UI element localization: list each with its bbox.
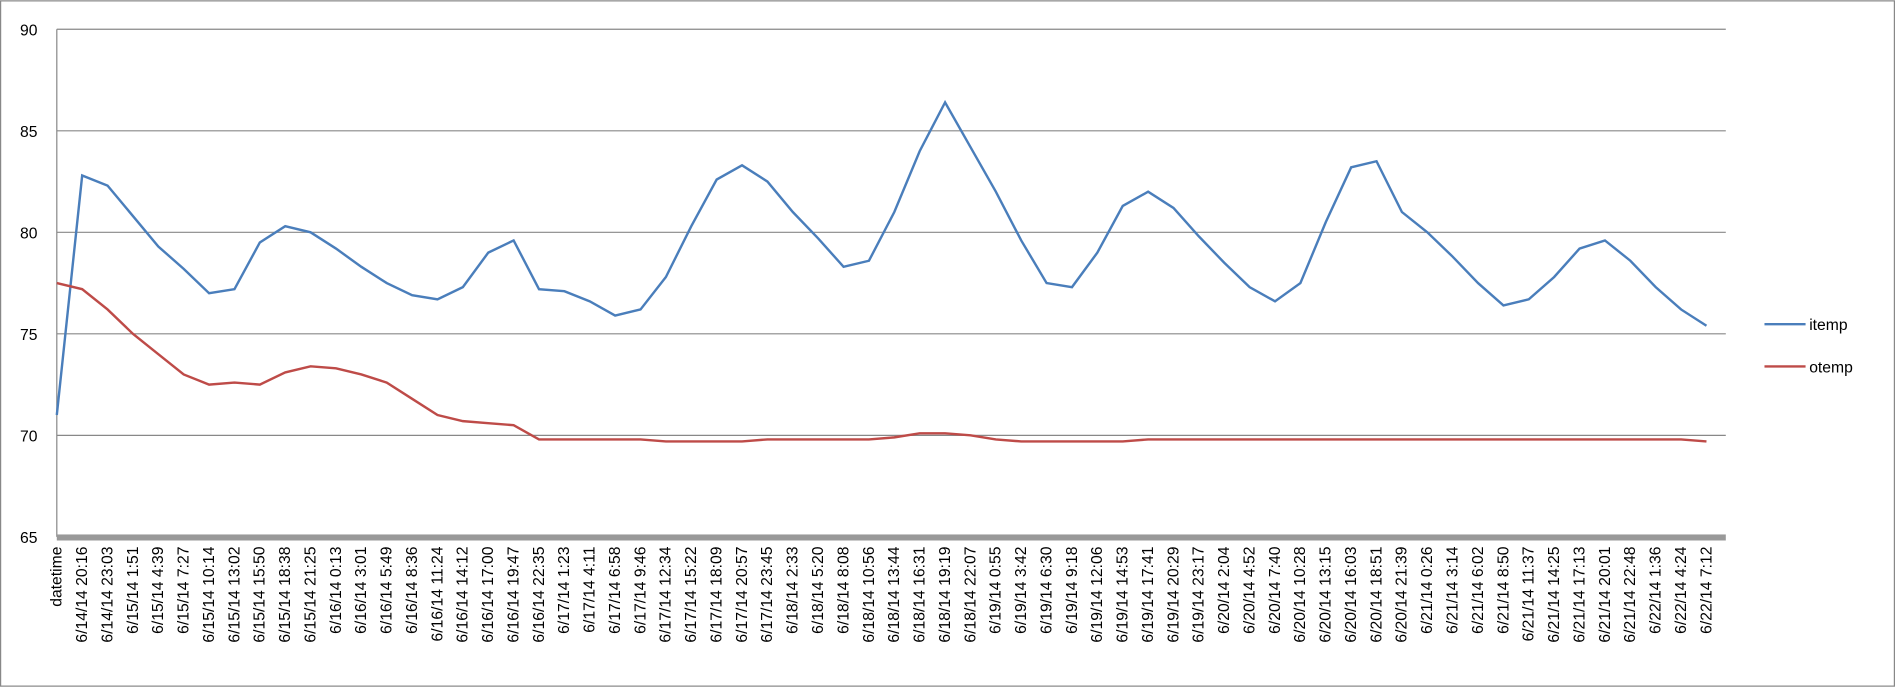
x-tick-label: 6/18/14 5:20 (810, 546, 827, 634)
x-tick-label: 6/15/14 13:02 (226, 547, 243, 643)
x-tick-label: 6/17/14 12:34 (658, 546, 675, 642)
x-tick-label: 6/15/14 15:50 (252, 546, 269, 642)
series-line (56, 281, 1707, 443)
x-tick-label: 6/20/14 4:52 (1241, 547, 1258, 634)
y-tick-label: 80 (20, 225, 38, 242)
x-tick-label: 6/21/14 14:25 (1546, 546, 1563, 642)
x-tick-label: 6/16/14 11:24 (429, 546, 446, 641)
x-tick-label: 6/16/14 14:12 (455, 547, 472, 643)
x-tick-label: 6/19/14 0:55 (988, 546, 1005, 634)
x-tick-label: 6/20/14 2:04 (1216, 546, 1233, 634)
x-tick-label: 6/20/14 18:51 (1368, 547, 1385, 643)
x-axis (56, 534, 1726, 541)
x-tick-label: 6/19/14 6:30 (1038, 546, 1055, 634)
x-tick-label: 6/22/14 4:24 (1673, 546, 1690, 634)
y-tick-label: 75 (20, 327, 38, 344)
x-tick-label: 6/19/14 14:53 (1115, 546, 1132, 642)
x-tick-label: 6/21/14 11:37 (1521, 547, 1538, 642)
legend-label: otemp (1809, 360, 1853, 377)
x-tick-label: 6/22/14 7:12 (1698, 547, 1715, 634)
x-tick-label: 6/19/14 9:18 (1064, 546, 1081, 634)
x-tick-label: 6/16/14 0:13 (328, 546, 345, 634)
x-tick-label: 6/16/14 5:49 (379, 547, 396, 634)
x-tick-label: 6/15/14 21:25 (302, 546, 319, 642)
x-tick-label: 6/21/14 3:14 (1445, 546, 1462, 634)
x-tick-label: 6/17/14 6:58 (607, 546, 624, 634)
x-tick-label: 6/20/14 13:15 (1318, 546, 1335, 642)
x-tick-label: 6/15/14 18:38 (277, 546, 294, 642)
y-tick-label: 90 (20, 22, 38, 39)
x-tick-label: 6/18/14 22:07 (962, 547, 979, 643)
x-tick-label: 6/19/14 3:42 (1013, 547, 1030, 634)
x-tick-label: 6/16/14 22:35 (531, 546, 548, 642)
x-tick-label: 6/20/14 16:03 (1343, 546, 1360, 642)
x-tick-label: 6/21/14 8:50 (1495, 546, 1512, 634)
x-tick-label: 6/16/14 19:47 (505, 547, 522, 643)
x-tick-label: 6/17/14 18:09 (709, 547, 726, 643)
x-tick-label: 6/15/14 1:51 (125, 547, 142, 634)
x-tick-label: 6/18/14 19:19 (937, 547, 954, 643)
x-tick-label: 6/15/14 4:39 (150, 547, 167, 634)
y-tick-label: 85 (20, 124, 38, 141)
x-tick-label: datetime (49, 546, 66, 606)
x-tick-label: 6/17/14 20:57 (734, 547, 751, 643)
x-tick-label: 6/21/14 17:13 (1571, 546, 1588, 642)
x-tick-label: 6/20/14 7:40 (1267, 546, 1284, 634)
x-tick-label: 6/21/14 6:02 (1470, 547, 1487, 634)
x-tick-label: 6/21/14 20:01 (1597, 547, 1614, 643)
x-tick-label: 6/22/14 1:36 (1648, 546, 1665, 634)
x-tick-label: 6/16/14 17:00 (480, 546, 497, 642)
x-tick-label: 6/18/14 10:56 (861, 546, 878, 642)
x-tick-label: 6/16/14 3:01 (353, 547, 370, 634)
x-tick-label: 6/14/14 20:16 (74, 546, 91, 642)
x-tick-label: 6/19/14 17:41 (1140, 547, 1157, 643)
legend-label: itemp (1809, 317, 1848, 334)
x-tick-label: 6/17/14 4:11 (582, 547, 599, 633)
x-tick-label: 6/18/14 8:08 (835, 546, 852, 634)
x-tick-label: 6/19/14 23:17 (1191, 547, 1208, 643)
x-tick-label: 6/21/14 0:26 (1419, 546, 1436, 634)
x-tick-label: 6/15/14 7:27 (176, 547, 193, 634)
x-tick-label: 6/18/14 13:44 (886, 546, 903, 642)
x-tick-label: 6/20/14 10:28 (1292, 546, 1309, 642)
x-tick-label: 6/20/14 21:39 (1394, 547, 1411, 643)
x-tick-label: 6/17/14 9:46 (632, 546, 649, 634)
y-tick-label: 70 (20, 428, 38, 445)
x-tick-label: 6/17/14 15:22 (683, 547, 700, 643)
x-tick-label: 6/17/14 23:45 (759, 546, 776, 642)
x-tick-label: 6/15/14 10:14 (201, 546, 218, 642)
x-tick-label: 6/21/14 22:48 (1622, 546, 1639, 642)
x-tick-label: 6/14/14 23:03 (99, 546, 116, 642)
x-tick-label: 6/18/14 2:33 (785, 546, 802, 634)
x-tick-label: 6/16/14 8:36 (404, 546, 421, 634)
x-tick-label: 6/18/14 16:31 (912, 547, 929, 643)
x-tick-label: 6/19/14 12:06 (1089, 546, 1106, 642)
y-tick-label: 65 (20, 530, 38, 547)
x-tick-label: 6/17/14 1:23 (556, 546, 573, 634)
x-tick-label: 6/19/14 20:29 (1165, 547, 1182, 643)
series-line (55, 99, 1708, 416)
